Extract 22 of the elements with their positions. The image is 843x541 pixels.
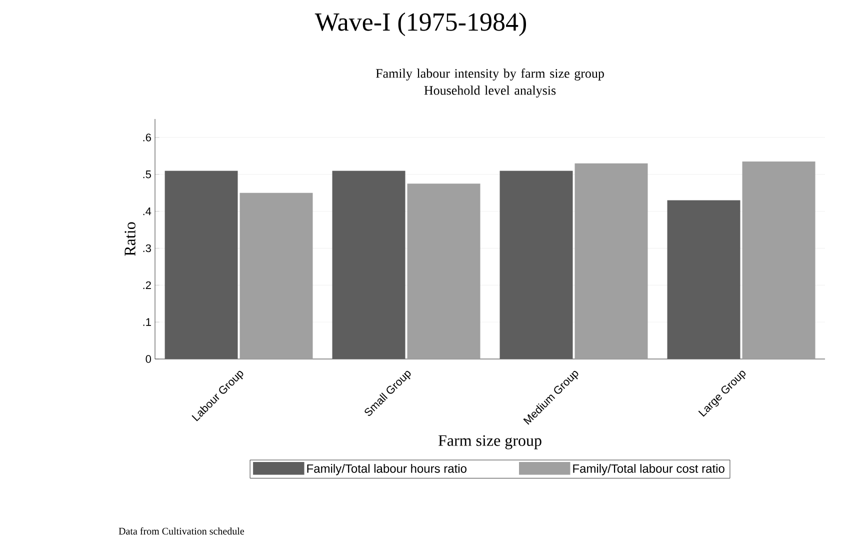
bar — [240, 192, 313, 359]
text: Data from Cultivation schedule — [118, 527, 244, 535]
bar — [667, 200, 740, 359]
y-tick-label: .3 — [143, 244, 151, 252]
y-axis-title: Ratio — [124, 222, 136, 256]
y-tick-label: .4 — [143, 208, 152, 216]
bar — [500, 170, 573, 359]
bar — [332, 170, 406, 359]
bar — [164, 170, 238, 359]
y-tick-label: .2 — [143, 281, 151, 289]
chart-subtitle: Family labour intensity by farm size group Household level analysis — [376, 68, 604, 98]
y-tick-label: .5 — [143, 170, 151, 178]
legend-label: Family/Total labour cost ratio — [573, 464, 724, 476]
y-tick-label: .1 — [143, 318, 151, 326]
legend-label: Family/Total labour hours ratio — [307, 464, 466, 476]
x-axis-title: Farm size group — [438, 435, 542, 450]
bar — [574, 163, 648, 359]
bar — [742, 161, 816, 359]
bar — [407, 184, 480, 359]
y-tick-label: 0 — [146, 355, 152, 363]
chart-title: Wave-I (1975-1984) — [314, 12, 526, 36]
y-tick-label: .6 — [143, 134, 151, 142]
